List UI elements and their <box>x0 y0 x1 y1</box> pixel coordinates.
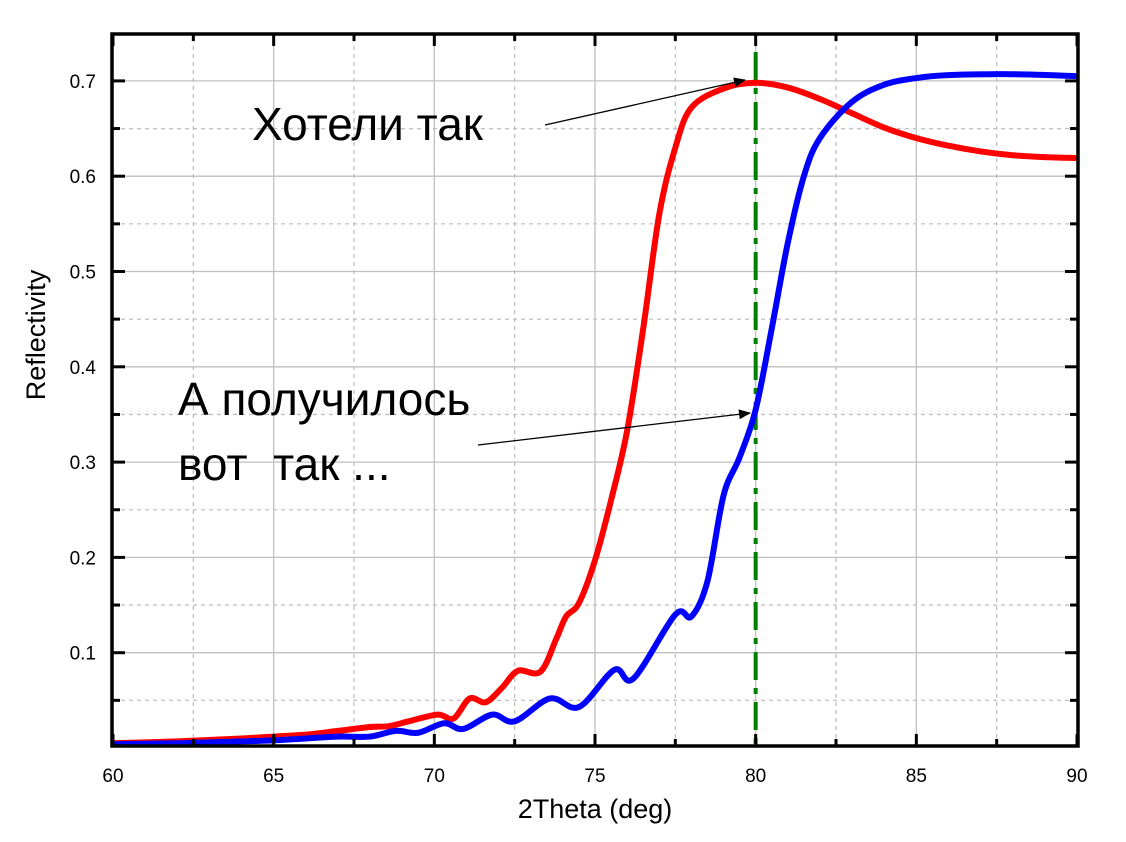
x-axis-label: 2Theta (deg) <box>518 794 673 824</box>
y-axis-label: Reflectivity <box>21 269 51 400</box>
axis-ticks: 60 65 70 75 80 85 90 0.1 0.2 0.3 0.4 0.5 0.6 0.7 <box>70 34 1088 787</box>
series-group <box>112 71 1078 748</box>
y-tick-label: 0.7 <box>70 72 96 93</box>
x-tick-label: 60 <box>102 766 123 787</box>
annotations: Хотели так А получилось вот так ... <box>178 77 751 490</box>
y-tick-label: 0.5 <box>70 263 96 284</box>
annotation-obtained-line1: А получилось <box>178 373 470 425</box>
y-tick-label: 0.4 <box>70 358 97 379</box>
x-tick-label: 80 <box>745 766 766 787</box>
x-tick-label: 75 <box>584 766 605 787</box>
annotation-obtained-line2: вот так ... <box>178 438 391 490</box>
annotation-desired-arrow <box>544 77 746 126</box>
y-tick-label: 0.2 <box>70 548 96 569</box>
x-tick-label: 90 <box>1066 766 1087 787</box>
series-line-desired <box>112 79 1078 747</box>
y-tick-label: 0.1 <box>70 644 96 665</box>
y-tick-label: 0.3 <box>70 453 96 474</box>
y-tick-label: 0.6 <box>70 167 96 188</box>
x-tick-label: 85 <box>906 766 927 787</box>
annotation-obtained-arrow <box>477 409 751 446</box>
x-tick-label: 70 <box>424 766 445 787</box>
series-line-obtained <box>112 71 1078 748</box>
x-tick-label: 65 <box>263 766 284 787</box>
annotation-desired: Хотели так <box>252 98 484 150</box>
